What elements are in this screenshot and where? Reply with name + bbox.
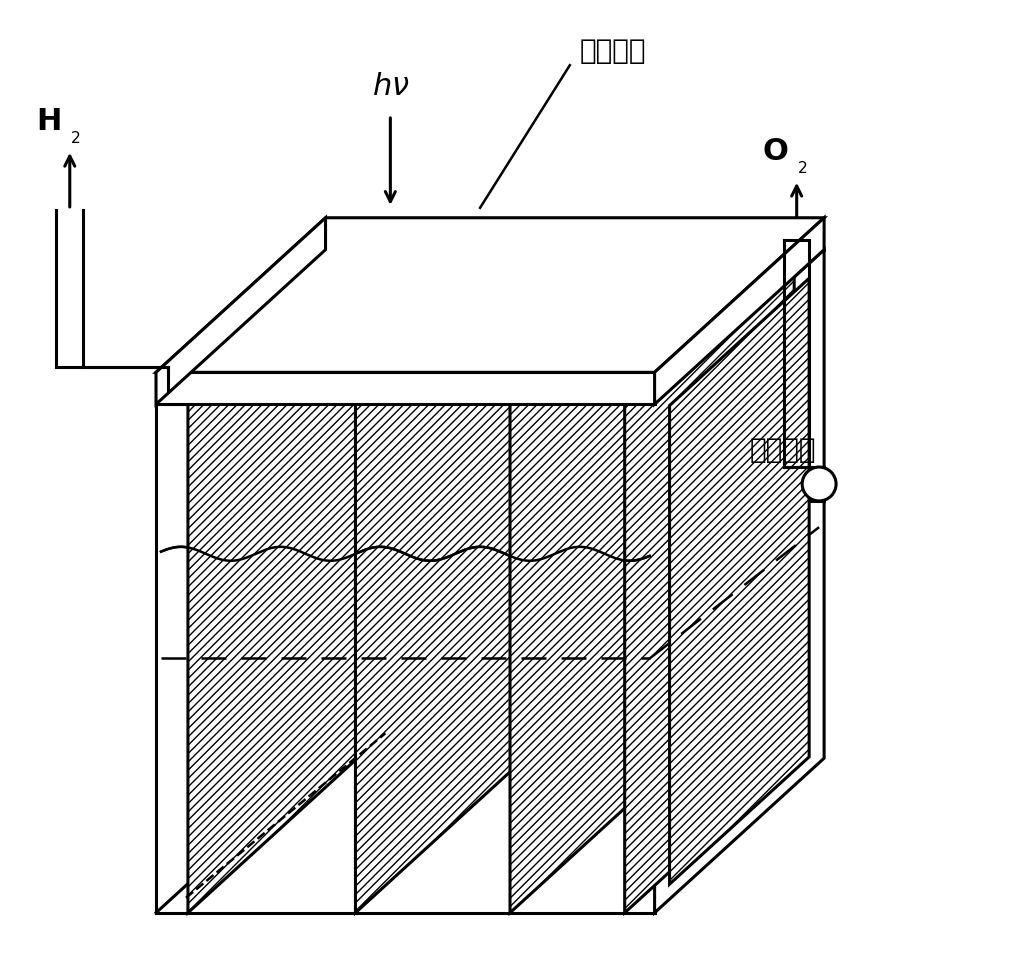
Text: 电解单元: 电解单元 xyxy=(749,436,816,463)
Polygon shape xyxy=(156,219,824,373)
Text: $_2$: $_2$ xyxy=(797,156,807,175)
Polygon shape xyxy=(655,219,824,405)
Text: 光电单元: 光电单元 xyxy=(580,37,647,65)
Circle shape xyxy=(802,468,836,501)
Polygon shape xyxy=(156,405,655,913)
Text: H: H xyxy=(36,107,62,136)
Polygon shape xyxy=(625,250,795,913)
Polygon shape xyxy=(188,250,358,913)
Polygon shape xyxy=(655,250,824,913)
Text: $h\nu$: $h\nu$ xyxy=(371,72,409,101)
Polygon shape xyxy=(156,373,655,405)
Polygon shape xyxy=(356,250,525,913)
Polygon shape xyxy=(510,250,680,913)
Polygon shape xyxy=(669,279,809,885)
Polygon shape xyxy=(156,219,326,405)
Text: O: O xyxy=(763,137,788,166)
Text: $_2$: $_2$ xyxy=(70,126,80,145)
